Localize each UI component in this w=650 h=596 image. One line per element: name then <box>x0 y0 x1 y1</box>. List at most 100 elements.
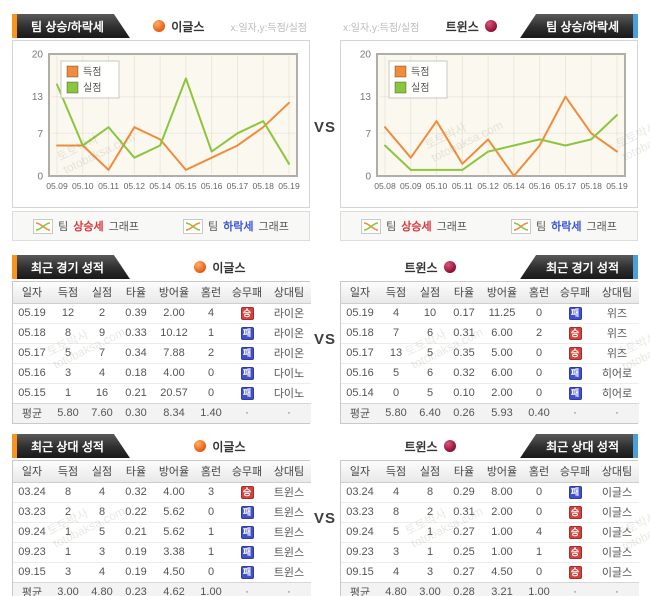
table-cell: 0 <box>195 382 227 403</box>
lose-badge: 패 <box>240 326 254 340</box>
table-cell: 패 <box>227 342 267 363</box>
axis-note: x:일자,y:득점/실점 <box>343 22 420 34</box>
table-cell: 1.00 <box>195 581 227 596</box>
table-cell: 1.00 <box>523 581 555 596</box>
y-tick-label: 0 <box>37 172 43 183</box>
table-cell: 0.29 <box>447 481 481 502</box>
team-uptrend-graph-button[interactable]: 팀 상승세 그래프 <box>33 218 139 234</box>
win-badge: 승 <box>568 326 582 340</box>
legend-swatch <box>66 65 79 78</box>
table-cell: 7.88 <box>153 342 195 363</box>
table-header-row: 일자 득점 실점 타율 방어율 홈런 승무패 상대팀 <box>13 282 311 304</box>
table-cell: · <box>227 581 267 596</box>
table-row: 03.23 8 2 0.31 2.00 0 승 이글스 <box>341 501 639 522</box>
column-header: 홈런 <box>195 461 227 483</box>
team-downtrend-graph-button[interactable]: 팀 하락세 그래프 <box>511 218 617 234</box>
table-row: 09.15 3 4 0.19 4.50 0 패 트윈스 <box>13 561 311 582</box>
win-badge: 승 <box>568 545 582 559</box>
table-cell: 1 <box>195 322 227 343</box>
table-cell: 4 <box>85 561 119 582</box>
table-cell: 6 <box>413 362 447 383</box>
trend-chart-svg: 0 7 13 20 05.09 05.10 05.11 05.12 05.14 05.15 05.1… <box>32 50 300 192</box>
table-cell: 0.22 <box>119 501 153 522</box>
average-row: 평균 3.00 4.80 0.23 4.62 1.00 · · <box>13 581 311 596</box>
twins-logo-icon <box>484 20 497 32</box>
section-header: 트윈스 최근 상대 성적 <box>340 434 638 458</box>
column-header: 방어율 <box>481 461 523 483</box>
table-cell: 0.39 <box>119 302 153 323</box>
table-cell: 트윈스 <box>267 521 311 542</box>
team-downtrend-graph-button[interactable]: 팀 하락세 그래프 <box>183 218 289 234</box>
column-header: 실점 <box>413 282 447 304</box>
x-tick-label: 05.10 <box>426 181 448 191</box>
table-row: 05.16 5 6 0.32 6.00 0 패 히어로 <box>341 362 639 383</box>
column-header: 일자 <box>13 282 51 304</box>
table-cell: 2.00 <box>153 302 195 323</box>
team-name: 트윈스 <box>445 19 479 34</box>
eagles-h2h-table: 토토박사 totobaksa.com 일자득점실점타율방어율홈런승무패상대팀03… <box>12 460 311 596</box>
table-cell: 4 <box>379 302 413 323</box>
table-cell: 03.24 <box>341 481 379 502</box>
column-header: 홈런 <box>523 461 555 483</box>
table-cell: 이글스 <box>595 561 639 582</box>
trend-charts-row: 팀 상승/하락세 이글스 x:일자,y:득점/실점 토토박사 totobaksa… <box>0 14 650 241</box>
table-cell: 05.18 <box>13 322 51 343</box>
column-header: 득점 <box>51 461 85 483</box>
section-header: 최근 경기 성적 이글스 <box>12 255 310 279</box>
table-row: 05.17 13 5 0.35 5.00 0 승 위즈 <box>341 342 639 363</box>
table-cell: 0 <box>195 362 227 383</box>
table-cell: 이글스 <box>595 541 639 562</box>
y-tick-label: 7 <box>37 129 43 140</box>
legend-swatch <box>66 81 79 94</box>
team-uptrend-graph-button[interactable]: 팀 상승세 그래프 <box>361 218 467 234</box>
team-name: 이글스 <box>171 19 205 34</box>
table-cell: 0 <box>523 501 555 522</box>
table-cell: 히어로 <box>595 382 639 403</box>
column-header: 득점 <box>51 282 85 304</box>
table-cell: 05.16 <box>13 362 51 383</box>
column-header: 상대팀 <box>595 282 639 304</box>
table-cell: 7 <box>85 342 119 363</box>
lose-badge: 패 <box>568 485 582 499</box>
table-cell: 0 <box>523 561 555 582</box>
trend-section-title-tab: 팀 상승/하락세 <box>520 14 633 38</box>
table-cell: 평균 <box>13 581 51 596</box>
table-cell: 0 <box>523 302 555 323</box>
eagles-trend-header: 팀 상승/하락세 이글스 x:일자,y:득점/실점 <box>12 14 310 38</box>
table-cell: 1 <box>51 382 85 403</box>
blue-accent-bar <box>633 255 638 279</box>
section-title: 최근 경기 성적 <box>31 260 104 275</box>
table-cell: 4 <box>379 481 413 502</box>
column-header: 타율 <box>119 461 153 483</box>
table-cell: 1 <box>51 541 85 562</box>
table-cell: 3 <box>51 561 85 582</box>
trend-section-title-tab: 팀 상승/하락세 <box>17 14 130 38</box>
table-cell: 8 <box>379 501 413 522</box>
table-row: 05.14 0 5 0.10 2.00 0 패 히어로 <box>341 382 639 403</box>
recent-games-row: 최근 경기 성적 이글스 토토박사 totobaksa.com 일자득점실점타율… <box>0 255 650 424</box>
twins-trend-chart: 토토박사 totobaksa.com 07132005.0805.0905.10… <box>340 40 638 208</box>
table-cell: · <box>267 402 311 423</box>
table-cell: 4.50 <box>153 561 195 582</box>
column-header: 승무패 <box>227 461 267 483</box>
table-cell: 0.34 <box>119 342 153 363</box>
vs-label: VS <box>313 331 336 348</box>
table-cell: 승 <box>227 481 267 502</box>
lose-badge: 패 <box>568 366 582 380</box>
table-cell: 0.32 <box>119 481 153 502</box>
table-cell: 0.40 <box>523 402 555 423</box>
column-header: 실점 <box>413 461 447 483</box>
x-tick-label: 05.15 <box>175 181 197 191</box>
x-tick-label: 05.18 <box>252 181 274 191</box>
twins-team-label: 트윈스 <box>340 434 520 458</box>
team-name: 트윈스 <box>404 439 438 454</box>
eagles-h2h-panel: 최근 상대 성적 이글스 토토박사 totobaksa.com 일자득점실점타율… <box>12 434 311 596</box>
table-cell: 패 <box>227 501 267 522</box>
legend-box <box>60 60 120 99</box>
column-header: 타율 <box>447 461 481 483</box>
table-cell: 8.34 <box>153 402 195 423</box>
x-tick-label: 05.11 <box>452 181 473 191</box>
table-cell: 0.30 <box>119 402 153 423</box>
table-row: 05.17 5 7 0.34 7.88 2 패 라이온 <box>13 342 311 363</box>
table-cell: 0.27 <box>447 561 481 582</box>
